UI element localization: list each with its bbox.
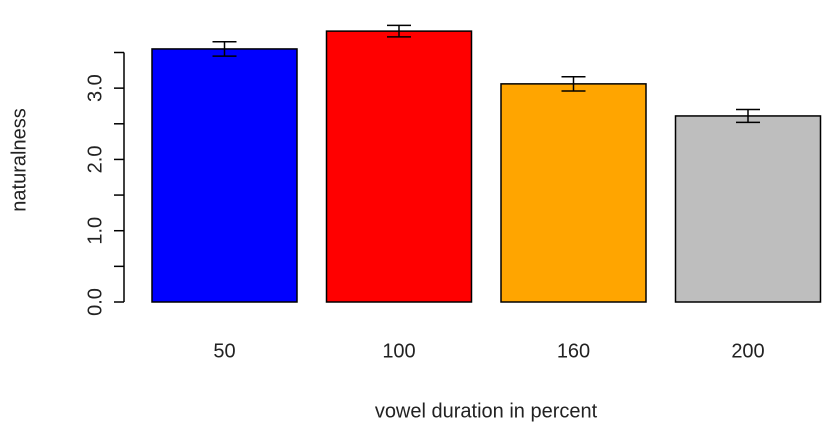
y-tick-label: 2.0	[84, 146, 106, 174]
bar	[500, 83, 647, 303]
y-tick-label: 1.0	[84, 217, 106, 245]
x-tick-label: 160	[557, 340, 590, 362]
y-axis-label: naturalness	[8, 108, 30, 211]
bar	[151, 48, 298, 303]
y-tick-label: 3.0	[84, 74, 106, 102]
x-tick-label: 100	[382, 340, 415, 362]
bar	[674, 115, 822, 303]
x-axis-label: vowel duration in percent	[375, 400, 598, 422]
bar	[325, 30, 473, 303]
y-tick-label: 0.0	[84, 288, 106, 316]
x-tick-label: 200	[731, 340, 764, 362]
x-tick-label: 50	[213, 340, 235, 362]
